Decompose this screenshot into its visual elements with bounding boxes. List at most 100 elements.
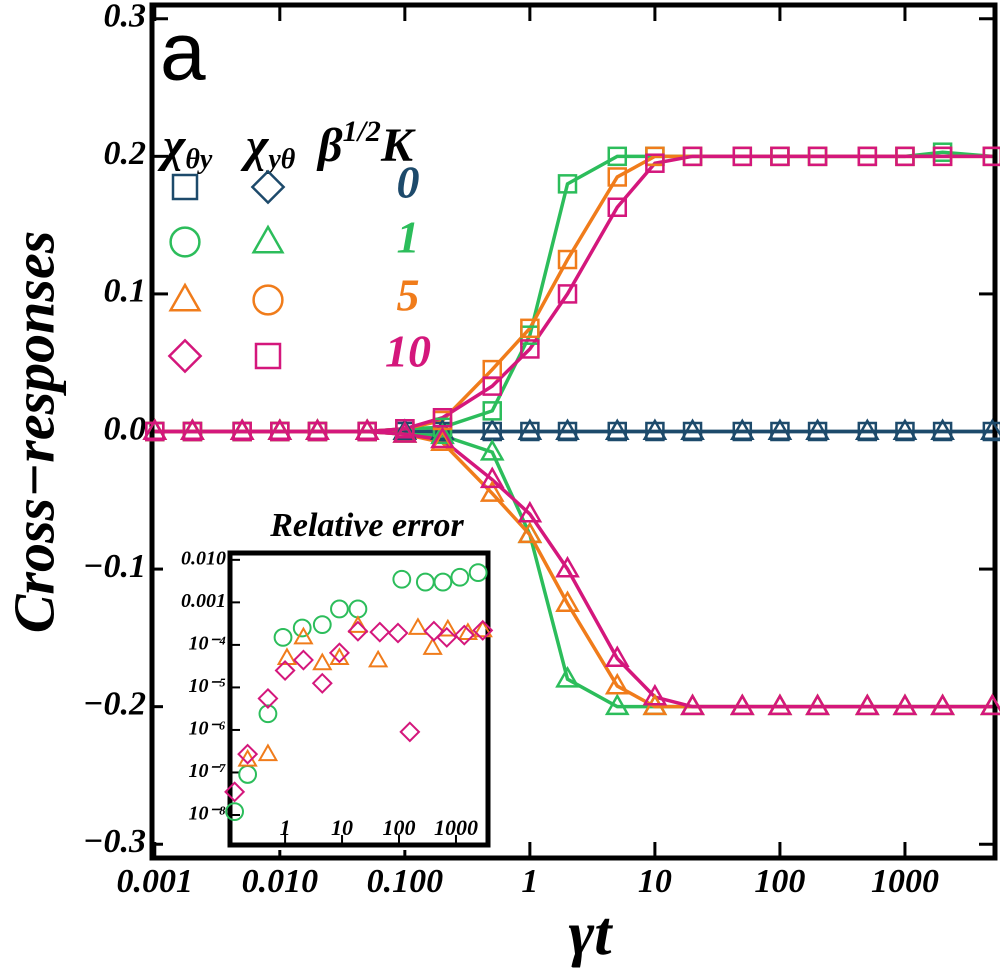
legend-label: 10: [385, 326, 431, 377]
data-point: [732, 146, 753, 167]
data-point: [729, 418, 755, 440]
inset-point: [433, 572, 453, 592]
inset-point: [472, 619, 494, 641]
data-point: [520, 339, 540, 359]
legend-label: 5: [397, 270, 420, 321]
inset-point: [347, 620, 369, 642]
series-line: [154, 429, 993, 709]
inset-point: [468, 563, 488, 583]
inset-point: [292, 618, 312, 638]
data-point: [604, 418, 630, 440]
inset-point: [436, 626, 458, 648]
legend-header-symbol: β: [316, 119, 343, 172]
legend-marker: [168, 282, 202, 312]
legend-header: χθy: [157, 119, 213, 175]
inset-point: [453, 624, 475, 646]
data-point: [892, 693, 918, 716]
data-point: [857, 146, 878, 167]
data-point: [604, 672, 630, 695]
inset-y-tick-label: 10⁻⁴: [188, 632, 226, 654]
inset-point: [312, 652, 333, 671]
data-point: [982, 146, 1000, 167]
inset-point: [347, 615, 369, 633]
data-point: [392, 421, 418, 443]
inset-point: [273, 628, 293, 647]
inset-point: [423, 620, 445, 642]
data-point: [854, 693, 880, 716]
legend-marker: [254, 342, 282, 370]
inset-y-tick-label: 10⁻⁵: [188, 675, 226, 697]
x-tick-label: 0.100: [367, 863, 444, 900]
data-point: [555, 555, 580, 578]
inset-point: [369, 621, 391, 643]
data-point: [930, 693, 955, 716]
data-point: [392, 418, 418, 440]
x-tick-label: 1: [521, 863, 538, 900]
data-point: [479, 438, 505, 461]
inset-point: [237, 743, 259, 765]
data-point: [142, 418, 168, 440]
data-point: [517, 500, 543, 523]
inset-point: [472, 619, 493, 638]
y-tick-label: 0.3: [104, 0, 147, 35]
x-tick-label: 100: [754, 863, 805, 900]
data-point: [482, 401, 502, 421]
inset-point: [258, 704, 278, 724]
inset-x-tick-label: 1000: [434, 815, 478, 840]
data-point: [680, 693, 705, 716]
inset-y-tick-label: 0.001: [181, 590, 226, 612]
data-point: [430, 429, 455, 451]
data-point: [430, 426, 455, 449]
data-point: [895, 146, 915, 167]
data-point: [807, 146, 828, 167]
data-point: [930, 418, 955, 440]
legend-label: 1: [397, 212, 420, 263]
legend-marker: [171, 173, 199, 201]
y-tick-label: 0.2: [104, 135, 147, 172]
inset-y-tick-label: 10⁻⁸: [188, 803, 226, 825]
data-point: [979, 693, 1000, 716]
inset-point: [422, 637, 443, 655]
data-point: [607, 167, 628, 187]
legend-header-sub: θy: [185, 144, 213, 175]
inset-point: [224, 781, 246, 803]
data-point: [682, 146, 703, 167]
data-point: [892, 418, 918, 440]
inset-point: [368, 649, 389, 668]
x-tick-label: 1000: [871, 863, 939, 900]
data-point: [555, 418, 580, 440]
data-point: [229, 418, 255, 440]
inset-point: [399, 721, 421, 743]
data-point: [479, 418, 505, 440]
x-axis-label: γt: [568, 900, 613, 968]
data-point: [979, 418, 1000, 440]
data-point: [604, 693, 630, 716]
inset-point: [312, 615, 332, 635]
data-point: [180, 418, 205, 440]
inset-point: [450, 567, 470, 587]
data-point: [607, 197, 628, 217]
data-point: [305, 418, 330, 440]
inset-point: [257, 687, 279, 709]
data-point: [555, 666, 580, 688]
legend-header-symbol: χ: [240, 119, 270, 172]
data-point: [767, 418, 793, 440]
x-tick-label: 0.010: [242, 863, 319, 900]
inset-point: [293, 626, 314, 645]
legend-header-after: K: [380, 119, 416, 172]
x-tick-label: 10: [638, 863, 672, 900]
legend-label: 0: [397, 157, 420, 208]
data-point: [607, 146, 628, 167]
data-point: [430, 422, 455, 445]
data-point: [517, 521, 543, 544]
legend-marker: [251, 224, 285, 254]
legend-marker: [250, 169, 286, 205]
inset-x-tick-label: 10: [331, 815, 353, 840]
y-tick-label: −0.1: [83, 548, 146, 585]
inset-point: [437, 618, 458, 637]
legend-header: β1/2K: [316, 115, 416, 172]
data-point: [267, 418, 293, 440]
data-point: [517, 418, 543, 440]
x-tick-label: 0.001: [117, 863, 194, 900]
